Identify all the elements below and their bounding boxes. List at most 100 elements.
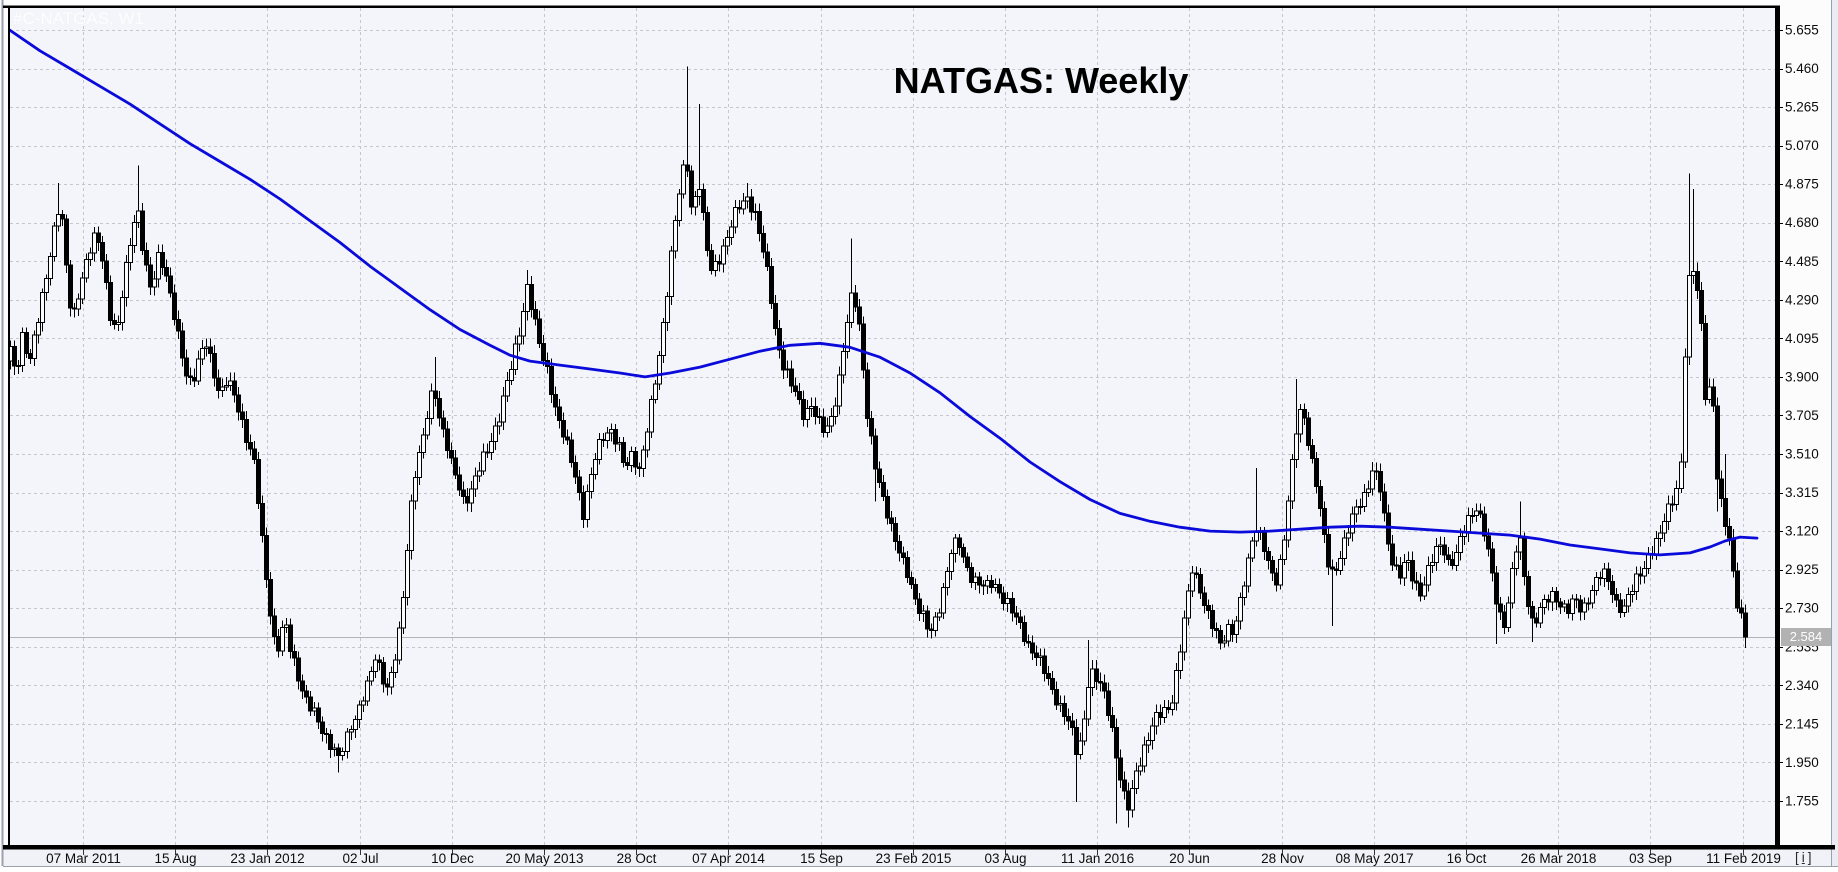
candle-body [1382, 491, 1387, 514]
candle-body [1666, 503, 1671, 522]
candle-body [1174, 669, 1179, 704]
candle-body [1590, 590, 1595, 604]
candle-body [361, 700, 366, 706]
candle-body [1098, 680, 1103, 684]
candle-body [901, 552, 906, 558]
candle-body [1054, 689, 1059, 706]
price-axis-area[interactable] [1780, 0, 1831, 849]
time-label: 10 Dec [431, 851, 474, 866]
candle-body [925, 610, 930, 630]
candle-body [937, 612, 942, 618]
candle-body [705, 212, 710, 251]
time-label: 02 Jul [342, 851, 378, 866]
candle-body [889, 517, 894, 525]
candle-body [1234, 620, 1239, 636]
candle-body [425, 417, 430, 436]
price-label: 5.460 [1785, 61, 1819, 76]
candle-body [765, 251, 770, 267]
candle-body [553, 394, 558, 408]
price-axis-labels: 5.655 5.460 5.265 5.070 4.875 4.680 4.485 4.290… [1780, 23, 1819, 808]
candle-body [717, 260, 722, 265]
candle-body [1146, 740, 1151, 746]
candle-body [613, 429, 618, 445]
candle-body [1642, 567, 1647, 577]
candle-body [1474, 510, 1479, 517]
chart-info-icon[interactable]: [i] [1795, 849, 1812, 866]
candle-body [1318, 486, 1323, 509]
price-label: 4.680 [1785, 215, 1819, 230]
candle-body [1470, 515, 1475, 518]
candle-body [729, 226, 734, 238]
candle-body [525, 283, 530, 313]
candle-body [677, 193, 682, 222]
bracket-open-icon: [ [1795, 850, 1799, 865]
candle-body [385, 683, 390, 688]
candle-body [1270, 560, 1275, 574]
candle-body [1066, 716, 1071, 722]
candle-body [1478, 510, 1483, 515]
price-label: 2.730 [1785, 601, 1819, 616]
candle-body [949, 553, 954, 573]
candle-body [849, 292, 854, 324]
candle-body [100, 241, 105, 262]
candle-body [280, 627, 285, 652]
candle-body [1622, 605, 1627, 614]
candle-body [336, 747, 341, 757]
bracket-close-icon: ] [1807, 850, 1812, 865]
candle-body [196, 358, 201, 382]
candle-body [869, 418, 874, 437]
candle-body [485, 451, 490, 454]
time-axis-area[interactable] [3, 849, 1838, 866]
candle-body [505, 380, 510, 397]
candle-body [957, 537, 962, 549]
candle-body [569, 439, 574, 464]
candle-body [1166, 707, 1171, 710]
candle-body [941, 587, 946, 614]
candle-body [813, 405, 818, 418]
candle-body [681, 164, 686, 195]
candle-body [593, 459, 598, 475]
candle-body [1458, 536, 1463, 554]
candle-body [725, 236, 730, 247]
candle-body [1378, 471, 1383, 493]
candle-body [92, 232, 97, 254]
candle-body [56, 214, 61, 227]
candle-body [292, 650, 297, 659]
plot-area[interactable] [10, 8, 1775, 845]
candle-body [128, 245, 133, 263]
candle-body [701, 189, 706, 214]
candle-body [264, 534, 269, 581]
price-label: 3.315 [1785, 485, 1819, 500]
candle-body [793, 385, 798, 393]
candle-body [288, 624, 293, 652]
candle-body [749, 196, 754, 213]
candle-body [308, 696, 313, 712]
candle-body [1242, 585, 1247, 598]
candle-body [829, 415, 834, 427]
candle-body [1695, 270, 1700, 292]
candle-body [917, 598, 922, 614]
candle-body [200, 348, 205, 360]
candle-body [1154, 712, 1159, 727]
candle-body [1206, 605, 1211, 612]
candle-body [220, 386, 225, 392]
candle-body [1218, 630, 1223, 644]
candle-body [857, 306, 862, 325]
candle-body [629, 451, 634, 466]
candle-body [1358, 505, 1363, 508]
candle-body [228, 380, 233, 386]
candle-body [597, 438, 602, 461]
candle-body [1414, 580, 1419, 584]
candle-body [1034, 652, 1039, 658]
price-label: 5.655 [1785, 23, 1819, 38]
candle-body [304, 690, 309, 698]
candle-body [1658, 532, 1663, 540]
candle-body [1126, 790, 1131, 811]
candle-body [1074, 726, 1079, 755]
candle-body [1326, 533, 1331, 568]
candle-body [501, 395, 506, 423]
candle-body [417, 452, 422, 479]
candle-body [1322, 507, 1327, 535]
candle-body [669, 250, 674, 298]
